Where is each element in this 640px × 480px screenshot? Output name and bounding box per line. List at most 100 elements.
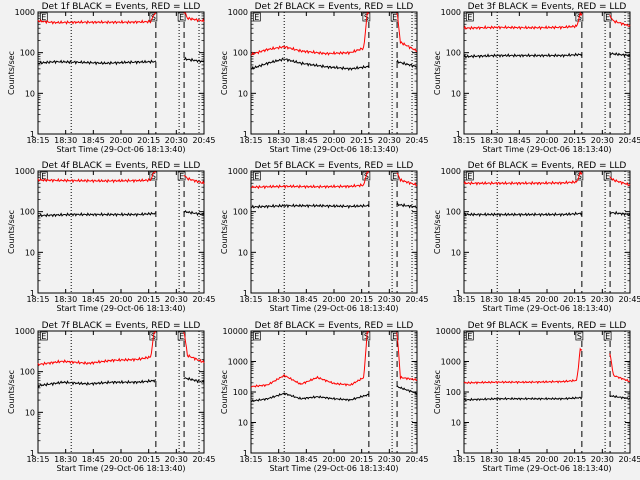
x-axis-label: Start Time (29-Oct-06 18:13:40) <box>269 145 398 154</box>
x-tick-label: 20:00 <box>109 295 132 304</box>
detector-chart: Det 1f BLACK = Events, RED = LLD 1 10 100 10… <box>7 2 216 154</box>
x-tick-label: 18:15 <box>26 295 49 304</box>
x-axis-label: Start Time (29-Oct-06 18:13:40) <box>56 304 185 313</box>
chart-title: Det 9f BLACK = Events, RED = LLD <box>468 321 627 331</box>
event-marker-label: E <box>605 332 610 341</box>
event-marker-label: S <box>577 332 582 341</box>
x-tick-label: 20:15 <box>137 136 160 145</box>
lld-series-line <box>37 171 205 185</box>
y-tick-label: 100 <box>20 208 35 217</box>
event-marker-label: E <box>254 172 259 181</box>
x-axis-label: Start Time (29-Oct-06 18:13:40) <box>56 464 185 473</box>
x-tick-label: 20:45 <box>192 136 215 145</box>
y-tick-label: 1000 <box>15 8 35 17</box>
event-marker-label: E <box>392 332 397 341</box>
x-tick-label: 20:00 <box>109 136 132 145</box>
x-tick-label: 20:15 <box>137 295 160 304</box>
detector-chart: Det 5f BLACK = Events, RED = LLD 1 10 100 10… <box>220 161 429 313</box>
x-tick-label: 20:30 <box>378 455 401 464</box>
event-marker-box <box>177 12 186 22</box>
y-tick-label: 1 <box>243 289 248 298</box>
lld-series-line <box>250 331 418 388</box>
y-tick-label: 1000 <box>15 327 35 336</box>
detector-chart: Det 3f BLACK = Events, RED = LLD 1 10 100 10… <box>433 2 640 154</box>
x-tick-label: 18:30 <box>54 455 77 464</box>
y-tick-label: 10 <box>25 248 35 257</box>
x-tick-label: 20:30 <box>165 455 188 464</box>
x-tick-label: 20:45 <box>618 136 640 145</box>
x-tick-label: 18:45 <box>295 295 318 304</box>
y-tick-label: 1 <box>30 449 35 458</box>
y-tick-label: 10 <box>25 89 35 98</box>
events-series-line <box>37 376 205 388</box>
x-tick-label: 18:45 <box>295 455 318 464</box>
x-tick-label: 18:45 <box>82 295 105 304</box>
y-tick-label: 100 <box>233 208 248 217</box>
event-marker-label: E <box>179 13 184 22</box>
y-tick-label: 100 <box>20 368 35 377</box>
x-tick-label: 20:30 <box>378 136 401 145</box>
x-tick-label: 20:45 <box>405 295 428 304</box>
x-tick-label: 18:15 <box>26 136 49 145</box>
events-series-line <box>250 57 418 71</box>
event-marker-box <box>149 171 158 181</box>
x-tick-label: 20:00 <box>535 455 558 464</box>
x-tick-label: 20:30 <box>165 295 188 304</box>
x-tick-label: 20:15 <box>563 455 586 464</box>
y-tick-label: 1 <box>456 289 461 298</box>
event-marker-label: E <box>605 172 610 181</box>
x-tick-label: 18:15 <box>452 136 475 145</box>
x-tick-label: 18:15 <box>452 295 475 304</box>
event-marker-box <box>603 12 612 22</box>
chart-title: Det 4f BLACK = Events, RED = LLD <box>42 161 201 171</box>
y-tick-label: 100 <box>233 49 248 58</box>
x-tick-label: 20:00 <box>322 136 345 145</box>
lld-series-line <box>463 347 631 385</box>
x-tick-label: 20:15 <box>350 136 373 145</box>
y-axis-label: Counts/sec <box>7 51 16 95</box>
x-tick-label: 18:45 <box>82 136 105 145</box>
x-tick-label: 20:30 <box>591 295 614 304</box>
y-tick-label: 1000 <box>228 358 248 367</box>
y-tick-label: 1 <box>456 130 461 139</box>
y-axis-label: Counts/sec <box>433 210 442 254</box>
chart-title: Det 1f BLACK = Events, RED = LLD <box>42 2 201 12</box>
x-tick-label: 20:45 <box>405 455 428 464</box>
y-tick-label: 10 <box>451 419 461 428</box>
lld-series-line <box>463 170 631 187</box>
y-tick-label: 10000 <box>223 327 248 336</box>
x-tick-label: 20:45 <box>192 295 215 304</box>
y-tick-label: 1000 <box>15 167 35 176</box>
event-marker-label: E <box>392 13 397 22</box>
x-tick-label: 18:45 <box>508 295 531 304</box>
x-tick-label: 18:30 <box>480 295 503 304</box>
event-marker-label: E <box>41 13 46 22</box>
x-axis-label: Start Time (29-Oct-06 18:13:40) <box>269 304 398 313</box>
y-tick-label: 10 <box>238 89 248 98</box>
x-tick-label: 20:15 <box>137 455 160 464</box>
x-axis-label: Start Time (29-Oct-06 18:13:40) <box>56 145 185 154</box>
event-marker-label: S <box>151 172 156 181</box>
x-axis-label: Start Time (29-Oct-06 18:13:40) <box>482 145 611 154</box>
events-series-line <box>250 385 418 403</box>
detector-chart: Det 8f BLACK = Events, RED = LLD 1 10 100 10… <box>220 321 429 473</box>
detector-chart: Det 4f BLACK = Events, RED = LLD 1 10 100 10… <box>7 161 216 313</box>
y-tick-label: 10000 <box>436 327 461 336</box>
x-tick-label: 18:45 <box>295 136 318 145</box>
detector-chart: Det 6f BLACK = Events, RED = LLD 1 10 100 10… <box>433 161 640 313</box>
x-tick-label: 20:00 <box>109 455 132 464</box>
x-tick-label: 18:15 <box>239 136 262 145</box>
event-marker-label: E <box>41 172 46 181</box>
y-tick-label: 10 <box>451 89 461 98</box>
lld-series-line <box>250 12 417 56</box>
y-tick-label: 1000 <box>228 8 248 17</box>
y-tick-label: 10 <box>25 408 35 417</box>
event-marker-label: E <box>179 332 184 341</box>
y-axis-label: Counts/sec <box>220 210 229 254</box>
event-marker-box <box>252 331 261 341</box>
chart-title: Det 8f BLACK = Events, RED = LLD <box>255 321 414 331</box>
event-marker-box <box>252 12 261 22</box>
lld-series-line <box>37 331 205 367</box>
detector-chart: Det 2f BLACK = Events, RED = LLD 1 10 100 10… <box>220 2 429 154</box>
